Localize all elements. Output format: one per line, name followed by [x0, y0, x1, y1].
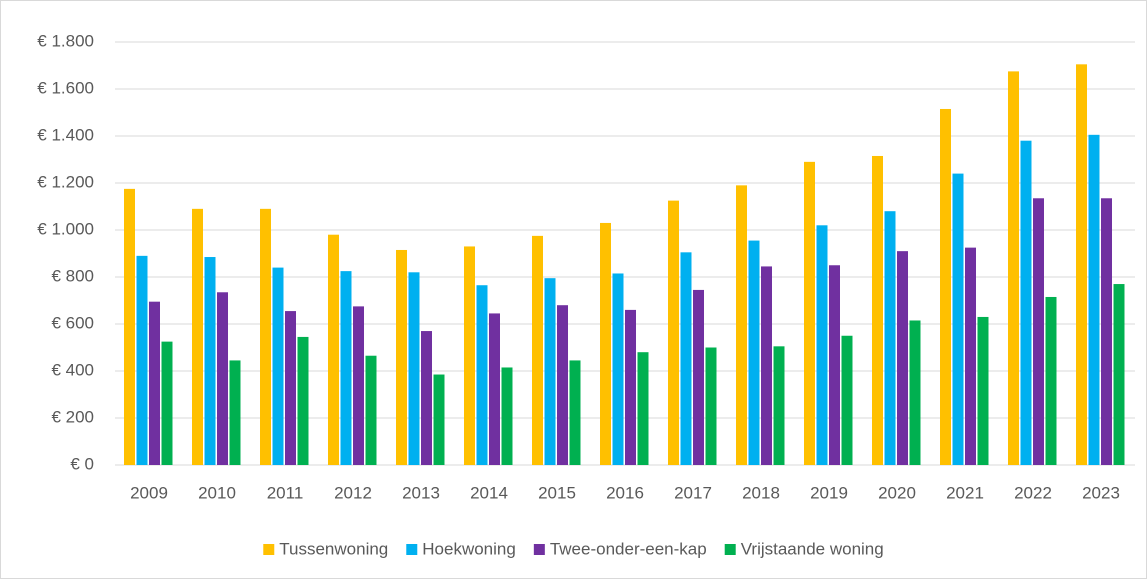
bar: [408, 272, 420, 465]
x-tick-label: 2009: [130, 483, 168, 502]
bar: [328, 234, 339, 465]
bar: [1020, 140, 1032, 465]
bar: [773, 346, 785, 465]
legend-swatch: [263, 544, 275, 555]
bar: [1045, 296, 1057, 465]
bar: [340, 271, 352, 465]
legend-label: Vrijstaande woning: [741, 539, 884, 558]
x-tick-label: 2020: [878, 483, 916, 502]
bar: [464, 246, 475, 465]
bar: [489, 313, 500, 465]
y-tick-label: € 0: [70, 454, 94, 473]
bar: [1088, 134, 1100, 465]
bar: [804, 161, 815, 465]
legend-label: Hoekwoning: [422, 539, 516, 558]
y-tick-label: € 600: [51, 313, 94, 332]
bar: [161, 341, 173, 465]
x-tick-label: 2016: [606, 483, 644, 502]
bar: [940, 108, 951, 465]
bar: [433, 374, 445, 465]
bar: [884, 211, 896, 465]
legend-label: Twee-onder-een-kap: [550, 539, 707, 558]
bar: [260, 208, 271, 465]
bar: [1076, 64, 1087, 465]
bar: [569, 360, 581, 465]
x-tick-label: 2022: [1014, 483, 1052, 502]
bar: [501, 367, 513, 465]
bar: [612, 273, 624, 465]
bar: [353, 306, 364, 465]
bar: [693, 289, 704, 465]
bar: [544, 278, 556, 465]
legend-swatch: [406, 544, 418, 555]
bar: [637, 352, 649, 465]
x-tick-label: 2013: [402, 483, 440, 502]
bar: [229, 360, 241, 465]
x-tick-label: 2023: [1082, 483, 1120, 502]
y-tick-label: € 1.200: [37, 172, 94, 191]
x-tick-label: 2011: [267, 483, 304, 502]
bar: [297, 336, 309, 465]
x-tick-label: 2012: [334, 483, 372, 502]
y-tick-label: € 1.400: [37, 125, 94, 144]
y-tick-label: € 200: [51, 407, 94, 426]
bar: [816, 225, 828, 465]
bar: [217, 292, 228, 465]
bar: [829, 265, 840, 465]
bar: [285, 311, 296, 465]
legend-label: Tussenwoning: [279, 539, 388, 558]
bar: [736, 185, 747, 465]
bar: [952, 173, 964, 465]
x-tick-label: 2015: [538, 483, 576, 502]
x-tick-label: 2021: [946, 483, 984, 502]
bar: [124, 188, 135, 465]
bar: [680, 252, 692, 465]
x-tick-label: 2017: [674, 483, 712, 502]
bar: [761, 266, 772, 465]
bar: [705, 347, 717, 465]
x-tick-label: 2018: [742, 483, 780, 502]
bar: [748, 240, 760, 465]
y-tick-label: € 1.000: [37, 219, 94, 238]
bar: [149, 301, 160, 465]
y-tick-label: € 1.600: [37, 78, 94, 97]
bar: [965, 247, 976, 465]
legend-swatch: [533, 544, 545, 555]
bar: [396, 249, 407, 465]
bar: [1113, 284, 1125, 465]
bar: [668, 200, 679, 465]
bar: [365, 355, 377, 465]
bar: [625, 309, 636, 465]
y-tick-label: € 800: [51, 266, 94, 285]
x-tick-label: 2010: [198, 483, 236, 502]
bar: [136, 255, 148, 465]
bar: [1008, 71, 1019, 465]
bar: [532, 235, 543, 465]
bar: [204, 257, 216, 465]
bar: [977, 316, 989, 465]
x-tick-label: 2014: [470, 483, 508, 502]
bar: [421, 331, 432, 465]
bar: [872, 155, 883, 465]
y-tick-label: € 400: [51, 360, 94, 379]
bar: [600, 222, 611, 465]
bar: [476, 285, 488, 465]
bar: [272, 267, 284, 465]
bar: [897, 251, 908, 465]
bar: [1033, 198, 1044, 465]
bar: [909, 320, 921, 465]
bar: [192, 208, 203, 465]
legend-swatch: [724, 544, 736, 555]
bar: [1101, 198, 1112, 465]
bar: [557, 305, 568, 465]
y-tick-label: € 1.800: [37, 31, 94, 50]
bar: [841, 335, 853, 465]
x-tick-label: 2019: [810, 483, 848, 502]
